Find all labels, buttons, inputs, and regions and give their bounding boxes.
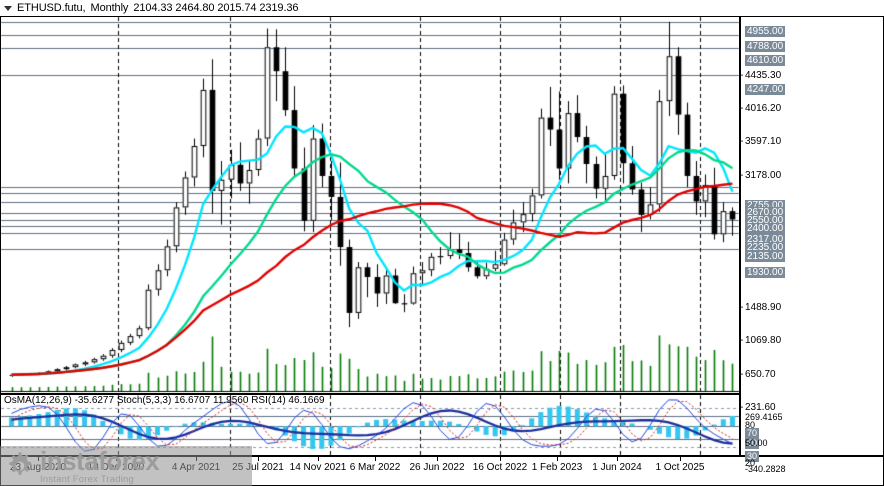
- timeframe-label: Monthly: [90, 2, 129, 14]
- time-tick-label: 14 Nov 2021: [289, 462, 347, 473]
- time-tick-label: 26 Jun 2022: [409, 462, 465, 473]
- price-tick: -4435.30: [740, 70, 782, 81]
- watermark-band: [0, 446, 252, 486]
- time-tick-mark: [617, 456, 618, 461]
- chart-header: ETHUSD.futu, Monthly 2104.33 2464.80 201…: [0, 0, 884, 16]
- indicator-tick: 30: [745, 451, 760, 462]
- indicator-tick: 20: [745, 458, 756, 468]
- time-tick-label: 16 Oct 2022: [472, 462, 528, 473]
- time-tick-label: 1 Feb 2023: [531, 462, 583, 473]
- indicator-tick: 70: [745, 428, 760, 439]
- price-tick: -1069.80: [740, 335, 782, 346]
- indicator-tick: 269.4165: [745, 412, 783, 422]
- time-tick-mark: [375, 456, 376, 461]
- price-tick: 2135.00: [745, 251, 786, 262]
- indicator-pane-border: [0, 394, 740, 456]
- price-tick: 2755.00: [745, 200, 786, 211]
- price-tick: -1488.90: [740, 302, 782, 313]
- price-tick: -650.70: [740, 369, 776, 380]
- time-tick-mark: [500, 456, 501, 461]
- watermark-title: instaforex: [40, 445, 160, 476]
- time-tick-label: 1 Jun 2024: [592, 462, 642, 473]
- time-tick-mark: [557, 456, 558, 461]
- time-tick-mark: [680, 456, 681, 461]
- triangle-down-icon[interactable]: [4, 5, 12, 11]
- indicator-tick: -340.2828: [745, 464, 786, 474]
- price-tick: 4610.00: [745, 55, 786, 66]
- price-tick: 4247.00: [745, 84, 786, 95]
- ohlc-values: 2104.33 2464.80 2015.74 2319.36: [133, 2, 299, 14]
- price-tick: -3178.00: [740, 170, 782, 181]
- time-tick-label: 25 Jul 2021: [232, 462, 284, 473]
- time-tick-label: 6 Mar 2022: [349, 462, 401, 473]
- price-tick: -3597.10: [740, 136, 782, 147]
- gear-icon: [9, 452, 32, 475]
- price-tick: 4788.00: [745, 41, 786, 52]
- price-tick: 2400.00: [745, 223, 786, 234]
- price-tick: 2317.00: [745, 234, 786, 245]
- time-tick-mark: [437, 456, 438, 461]
- price-tick: 4955.00: [745, 26, 786, 37]
- watermark-subtitle: Instant Forex Trading: [40, 473, 134, 485]
- time-tick-label: 1 Oct 2025: [655, 462, 705, 473]
- price-axis[interactable]: 4955.00 4788.00 4610.00 -4435.30 4247.00 -401…: [740, 16, 884, 474]
- indicator-tick: 50.00: [745, 438, 768, 448]
- indicator-legend: OsMA(12,26,9) -35.6277 Stoch(5,3,3) 16.6…: [4, 395, 325, 406]
- indicator-tick: 80: [745, 420, 756, 430]
- price-tick: 2235.00: [745, 242, 786, 253]
- symbol-label: ETHUSD.futu,: [17, 2, 86, 14]
- price-tick: 2670.00: [745, 207, 786, 218]
- price-tick: -4016.20: [740, 103, 782, 114]
- time-tick-mark: [258, 456, 259, 461]
- price-tick: 2550.00: [745, 215, 786, 226]
- time-tick-mark: [318, 456, 319, 461]
- price-tick: 1930.00: [745, 267, 786, 278]
- price-tick: -231.60: [740, 402, 776, 413]
- indicator-tick: 50: [745, 438, 760, 449]
- instaforex-watermark: instaforex Instant Forex Trading: [0, 446, 252, 486]
- price-pane-border: [0, 16, 740, 394]
